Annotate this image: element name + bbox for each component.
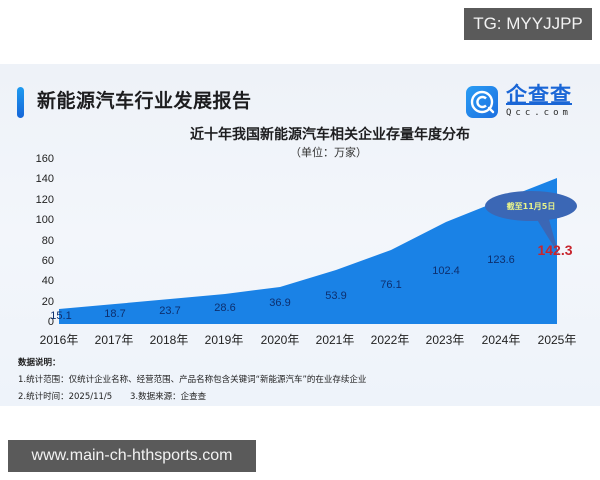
x-tick: 2023年 (425, 333, 465, 347)
x-tick: 2020年 (260, 333, 300, 347)
x-tick: 2018年 (149, 333, 189, 347)
qcc-logo: 企查查 Qcc.com (466, 84, 572, 119)
y-tick: 20 (41, 296, 54, 308)
notes-line-2b: 3.数据来源：企查查 (130, 392, 207, 402)
notes-line-1: 1.统计范围：仅统计企业名称、经营范围、产品名称包含关键词“新能源汽车”的在业存… (18, 375, 367, 385)
logo-cn-text: 企查查 (506, 83, 572, 107)
title-accent-bar (17, 87, 24, 118)
value-label: 53.9 (325, 290, 347, 302)
chart-title: 近十年我国新能源汽车相关企业存量年度分布 (190, 127, 470, 143)
x-tick: 2021年 (315, 333, 355, 347)
y-tick: 140 (35, 173, 54, 185)
value-label: 36.9 (269, 297, 291, 309)
chart-unit: （单位：万家） (290, 146, 367, 159)
qcc-logo-icon (466, 85, 498, 118)
report-title: 新能源汽车行业发展报告 (37, 90, 252, 112)
y-tick: 40 (41, 275, 54, 287)
value-label: 102.4 (432, 265, 460, 277)
callout-text: 截至11月5日 (506, 202, 556, 211)
value-label: 76.1 (380, 279, 402, 291)
x-tick: 2022年 (370, 333, 410, 347)
y-tick: 160 (35, 153, 54, 165)
watermark-top: TG: MYYJJPP (464, 8, 592, 40)
x-tick: 2024年 (481, 333, 521, 347)
value-label: 18.7 (104, 308, 126, 320)
y-tick: 0 (47, 316, 54, 328)
notes-heading: 数据说明： (18, 358, 61, 368)
x-tick: 2019年 (204, 333, 244, 347)
x-tick: 2017年 (94, 333, 134, 347)
callout-bubble (485, 191, 577, 255)
x-tick: 2025年 (537, 333, 577, 347)
value-label: 123.6 (487, 254, 515, 266)
y-tick: 80 (41, 235, 54, 247)
x-tick: 2016年 (39, 333, 79, 347)
notes-line-2a: 2.统计时间：2025/11/5 (18, 392, 113, 402)
logo-en-text: Qcc.com (506, 108, 572, 118)
value-label: 15.1 (50, 310, 72, 322)
y-tick: 100 (35, 214, 54, 226)
y-tick: 60 (41, 255, 54, 267)
value-label: 23.7 (159, 305, 181, 317)
watermark-bottom: www.main-ch-hthsports.com (8, 440, 256, 472)
value-label-highlight: 142.3 (537, 242, 573, 258)
area-series (59, 178, 557, 324)
value-label: 28.6 (214, 302, 236, 314)
y-tick: 120 (35, 194, 54, 206)
